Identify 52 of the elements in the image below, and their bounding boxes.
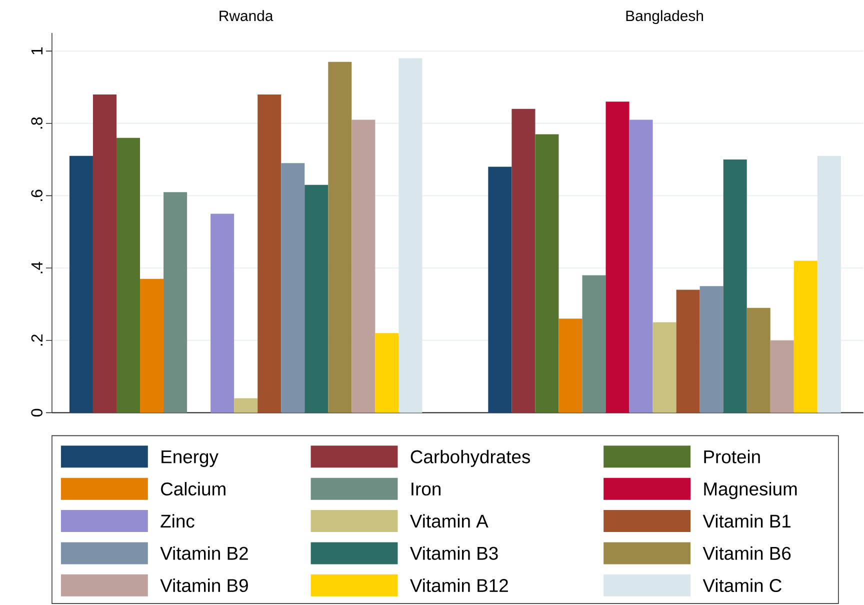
bar <box>652 322 676 413</box>
y-tick-label: .2 <box>31 334 42 346</box>
bar <box>352 120 376 413</box>
bar <box>258 94 282 413</box>
y-tick-label: .8 <box>31 118 42 129</box>
legend-label: Vitamin B2 <box>160 546 248 560</box>
bar <box>116 138 140 413</box>
legend-label: Zinc <box>160 514 194 528</box>
bar <box>606 102 630 413</box>
bar <box>488 166 512 413</box>
bar <box>375 333 399 413</box>
legend-label: Vitamin A <box>410 514 488 528</box>
legend-label: Vitamin B12 <box>410 578 508 592</box>
bar <box>558 318 582 413</box>
legend-label: Vitamin B9 <box>160 578 248 592</box>
bar <box>164 192 188 413</box>
bar <box>723 160 747 413</box>
bar <box>281 163 305 413</box>
x-tick-label: Rwanda <box>220 10 274 22</box>
bar <box>676 290 700 413</box>
bar <box>512 109 536 413</box>
bar <box>535 134 559 413</box>
bar <box>234 398 258 413</box>
y-tick-label: .4 <box>31 262 42 274</box>
bar <box>700 286 724 413</box>
legend-label: Carbohydrates <box>410 450 530 468</box>
bar <box>92 94 116 413</box>
bar <box>210 214 234 413</box>
y-tick-label: 1 <box>31 48 42 54</box>
bar <box>304 185 328 413</box>
legend-label: Vitamin B3 <box>410 546 498 560</box>
legend-label: Protein <box>704 450 760 464</box>
x-tick-label: Bangladesh <box>626 10 703 24</box>
bar <box>582 275 606 413</box>
bar <box>328 62 352 413</box>
bar <box>817 156 841 413</box>
y-tick-label: 0 <box>31 409 42 417</box>
legend-label: Vitamin C <box>702 578 782 592</box>
bar <box>398 58 422 413</box>
legend-label: Magnesium <box>704 482 797 500</box>
bar <box>629 120 653 413</box>
legend-label: Iron <box>412 482 440 496</box>
bar <box>140 279 164 413</box>
bar <box>794 261 818 413</box>
legend-label: Vitamin B1 <box>702 514 791 528</box>
bar <box>69 156 93 413</box>
bar <box>746 308 770 413</box>
y-tick-label: .6 <box>31 190 42 202</box>
legend-label: Vitamin B6 <box>702 546 791 560</box>
bar <box>770 340 794 413</box>
legend-label: Energy <box>162 450 218 468</box>
legend-label: Calcium <box>161 482 226 496</box>
